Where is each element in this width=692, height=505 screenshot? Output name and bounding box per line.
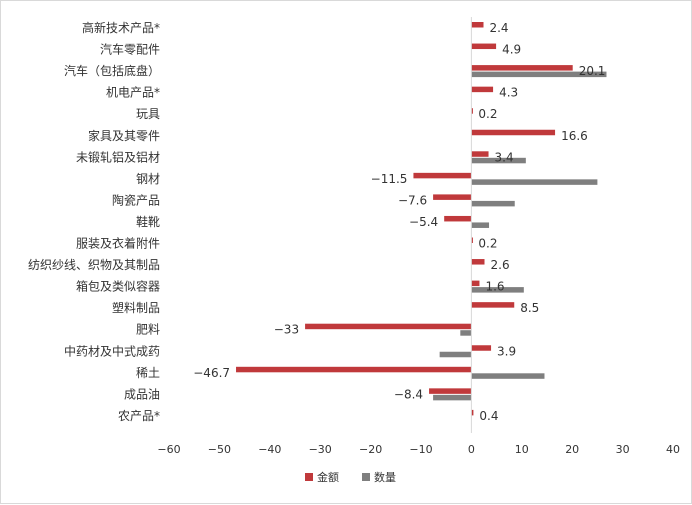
category-label: 肥料 — [136, 323, 160, 337]
category-label: 机电产品* — [106, 86, 160, 100]
amount-bar — [471, 65, 573, 71]
axis-layer: −60 −50 −40 −30 −20 −10 0 10 20 30 40 — [157, 17, 680, 456]
data-label: −33 — [274, 323, 299, 337]
amount-bar — [471, 108, 473, 114]
x-tick-label: 30 — [616, 443, 630, 456]
amount-bar — [471, 129, 556, 136]
legend-swatch — [305, 473, 313, 481]
category-label: 钢材 — [136, 172, 160, 186]
category-label: 箱包及类似容器 — [76, 279, 160, 294]
category-label: 农产品* — [118, 409, 160, 423]
data-label: 16.6 — [561, 129, 588, 143]
quantity-bar — [471, 373, 545, 379]
quantity-bar — [471, 157, 526, 164]
x-tick-label: −30 — [309, 443, 332, 456]
data-label: −7.6 — [398, 193, 427, 207]
data-label: −8.4 — [394, 387, 423, 401]
data-label: 4.3 — [499, 86, 518, 100]
data-label: −46.7 — [193, 366, 230, 380]
amount-bar — [429, 388, 472, 394]
bars-layer — [236, 22, 607, 416]
category-label: 高新技术产品* — [82, 20, 160, 35]
amount-bar — [471, 22, 484, 28]
category-label: 汽车（包括底盘） — [64, 63, 160, 78]
legend-label: 数量 — [374, 471, 396, 484]
legend: 金额 数量 — [305, 470, 396, 484]
amount-bar — [471, 259, 485, 265]
amount-bar — [471, 151, 489, 157]
amount-bar — [471, 409, 474, 416]
amount-bar — [471, 237, 473, 243]
x-tick-label: −20 — [359, 443, 382, 456]
x-tick-label: −50 — [208, 443, 231, 456]
x-tick-label: −10 — [409, 443, 432, 456]
category-label: 塑料制品 — [112, 300, 160, 315]
x-tick-label: 40 — [666, 443, 680, 456]
quantity-bar — [433, 394, 472, 401]
amount-bar — [471, 302, 515, 308]
category-label: 汽车零配件 — [100, 42, 160, 57]
amount-bar — [471, 280, 480, 287]
data-label: 2.4 — [489, 21, 508, 35]
x-tick-label: −60 — [157, 443, 180, 456]
quantity-bar — [460, 330, 472, 336]
category-label: 纺织纱线、织物及其制品 — [28, 258, 160, 272]
data-label: −5.4 — [409, 215, 438, 229]
amount-bar — [444, 215, 472, 222]
data-label: 0.4 — [479, 409, 498, 423]
data-label: 2.6 — [491, 258, 510, 272]
data-label: 4.9 — [502, 43, 521, 57]
quantity-bar — [471, 200, 515, 207]
data-label: 3.9 — [497, 344, 516, 358]
x-tick-label: 20 — [565, 443, 579, 456]
data-label: 3.4 — [495, 150, 514, 164]
category-label: 稀土 — [136, 366, 160, 380]
quantity-bar — [471, 71, 607, 78]
category-label: 中药材及中式成药 — [64, 343, 160, 358]
legend-label: 金额 — [317, 470, 339, 484]
x-tick-label: −40 — [258, 443, 281, 456]
category-label: 陶瓷产品 — [112, 192, 160, 207]
data-label: 0.2 — [478, 237, 497, 251]
x-tick-label: 0 — [468, 443, 475, 456]
category-label: 鞋靴 — [136, 214, 160, 229]
quantity-bar — [471, 179, 598, 185]
data-labels: 2.44.920.14.30.216.63.4−11.5−7.6−5.40.22… — [193, 21, 605, 423]
data-label: −11.5 — [371, 172, 408, 186]
amount-bar — [471, 345, 492, 351]
quantity-bar — [471, 287, 524, 293]
data-label: 8.5 — [520, 301, 539, 315]
amount-bar — [413, 172, 472, 179]
amount-bar — [305, 323, 472, 330]
category-label: 玩具 — [136, 107, 160, 121]
category-label: 服装及衣着附件 — [76, 236, 160, 251]
data-label: 20.1 — [579, 64, 606, 78]
data-label: 1.6 — [485, 280, 504, 294]
amount-bar — [433, 194, 472, 200]
amount-bar — [236, 366, 472, 373]
amount-bar — [471, 86, 494, 93]
quantity-bar — [439, 351, 472, 358]
category-label: 成品油 — [124, 387, 160, 401]
x-tick-label: 10 — [515, 443, 529, 456]
category-label: 家具及其零件 — [88, 128, 160, 143]
legend-swatch — [362, 473, 370, 481]
data-label: 0.2 — [478, 107, 497, 121]
amount-bar — [471, 43, 497, 50]
quantity-bar — [471, 222, 490, 228]
category-label: 未锻轧铝及铝材 — [76, 149, 160, 164]
